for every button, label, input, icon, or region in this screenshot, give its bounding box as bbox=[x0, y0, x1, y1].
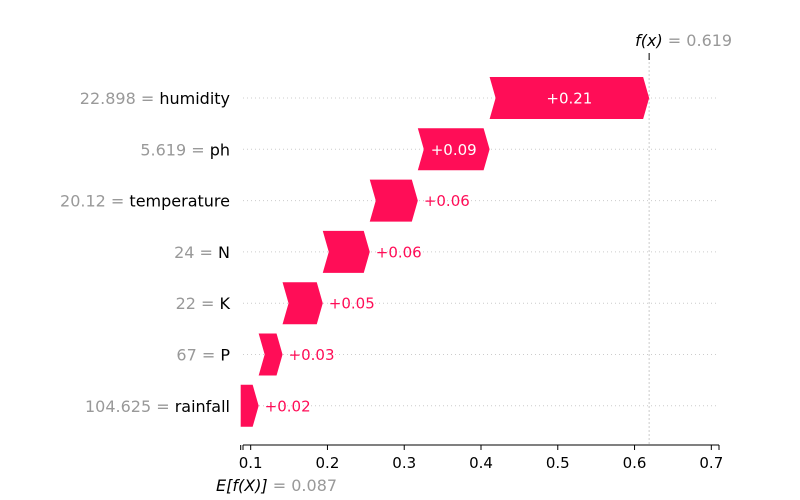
feature-label: 104.625 = rainfall bbox=[85, 397, 230, 416]
waterfall-bar bbox=[489, 77, 650, 119]
feature-name: humidity bbox=[159, 89, 230, 108]
feature-name: temperature bbox=[129, 192, 230, 211]
output-symbol: f(x) bbox=[635, 31, 663, 50]
bar-value-label: +0.02 bbox=[265, 397, 311, 415]
output-value: 0.619 bbox=[686, 31, 732, 50]
base-value-label: E[f(X)] = 0.087 bbox=[216, 476, 337, 495]
feature-value: 104.625 bbox=[85, 397, 151, 416]
x-tick-label: 0.1 bbox=[239, 454, 263, 472]
feature-name: rainfall bbox=[175, 397, 230, 416]
feature-label: 67 = P bbox=[176, 346, 230, 365]
feature-name: P bbox=[220, 346, 230, 365]
feature-name: N bbox=[218, 243, 230, 262]
bar-value-label: +0.05 bbox=[329, 295, 375, 313]
waterfall-bar bbox=[258, 333, 283, 376]
x-tick-label: 0.2 bbox=[316, 454, 340, 472]
waterfall-bar bbox=[240, 384, 259, 427]
feature-value: 5.619 bbox=[140, 140, 186, 159]
base-value: 0.087 bbox=[291, 476, 337, 495]
waterfall-bar bbox=[369, 179, 418, 222]
x-tick-label: 0.3 bbox=[392, 454, 416, 472]
feature-value: 20.12 bbox=[60, 192, 106, 211]
bar-value-label: +0.09 bbox=[431, 141, 477, 159]
feature-value: 24 bbox=[174, 243, 194, 262]
bar-value-label: +0.03 bbox=[289, 346, 335, 364]
bar-value-label: +0.06 bbox=[376, 243, 422, 261]
x-tick-label: 0.5 bbox=[546, 454, 570, 472]
feature-name: ph bbox=[210, 140, 230, 159]
waterfall-bar bbox=[417, 128, 490, 171]
feature-value: 22.898 bbox=[80, 89, 136, 108]
output-value-label: f(x) = 0.619 bbox=[635, 31, 732, 50]
feature-name: K bbox=[220, 294, 231, 313]
x-tick-label: 0.6 bbox=[623, 454, 647, 472]
feature-value: 67 bbox=[176, 346, 196, 365]
x-tick-label: 0.4 bbox=[469, 454, 493, 472]
feature-label: 24 = N bbox=[174, 243, 230, 262]
feature-label: 5.619 = ph bbox=[140, 140, 230, 159]
waterfall-bar bbox=[322, 230, 370, 273]
x-tick-label: 0.7 bbox=[699, 454, 723, 472]
feature-value: 22 bbox=[176, 294, 196, 313]
waterfall-bar bbox=[282, 282, 323, 325]
bar-value-label: +0.21 bbox=[546, 90, 592, 108]
feature-label: 22 = K bbox=[176, 294, 231, 313]
base-symbol: E[f(X)] bbox=[216, 476, 268, 495]
bar-value-label: +0.06 bbox=[424, 192, 470, 210]
feature-label: 22.898 = humidity bbox=[80, 89, 230, 108]
feature-label: 20.12 = temperature bbox=[60, 192, 230, 211]
